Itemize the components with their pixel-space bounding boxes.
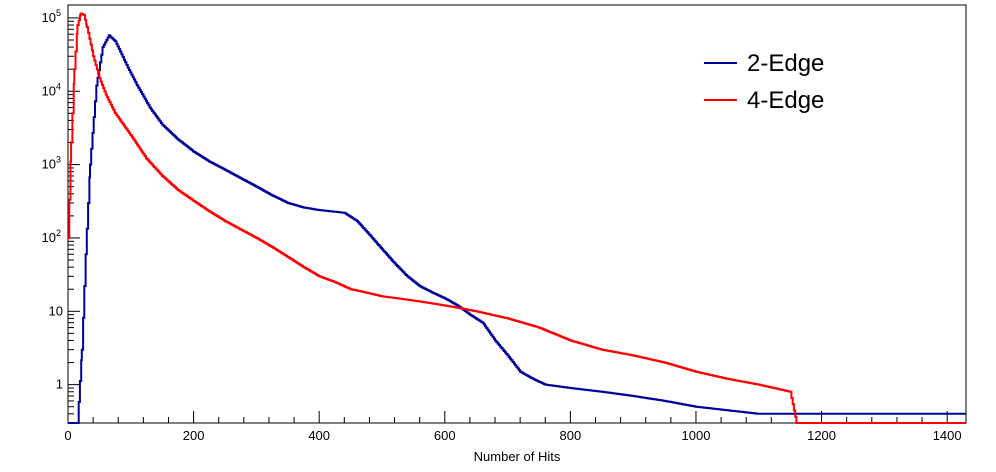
x-tick-label: 200	[183, 428, 205, 443]
y-tick-label: 10	[42, 83, 56, 98]
x-tick-label: 600	[434, 428, 456, 443]
series-line-2	[68, 12, 966, 424]
x-axis-ticks: 0 200 400 600 800 1000 1200 1400	[64, 411, 962, 443]
y-tick-exponent: 5	[56, 8, 61, 18]
x-tick-label: 800	[560, 428, 582, 443]
plot-frame	[67, 4, 967, 424]
y-tick-label: 10	[42, 10, 56, 25]
x-tick-label: 1400	[933, 428, 962, 443]
y-tick-label: 1	[56, 377, 63, 392]
y-tick-label: 10	[49, 303, 63, 318]
y-tick-label: 10	[42, 230, 56, 245]
series-layer	[68, 12, 966, 424]
x-tick-label: 0	[64, 428, 71, 443]
y-tick-exponent: 4	[56, 81, 61, 91]
x-tick-label: 400	[308, 428, 330, 443]
x-tick-label: 1200	[807, 428, 836, 443]
y-tick-exponent: 2	[56, 228, 61, 238]
x-axis-title: Number of Hits	[474, 449, 561, 464]
series-line-1	[68, 34, 966, 424]
x-tick-label: 1000	[682, 428, 711, 443]
legend: 2-Edge 4-Edge	[704, 50, 824, 114]
y-tick-label: 10	[42, 157, 56, 172]
y-tick-exponent: 3	[56, 155, 61, 165]
legend-label: 4-Edge	[747, 87, 824, 114]
legend-label: 2-Edge	[747, 50, 824, 77]
